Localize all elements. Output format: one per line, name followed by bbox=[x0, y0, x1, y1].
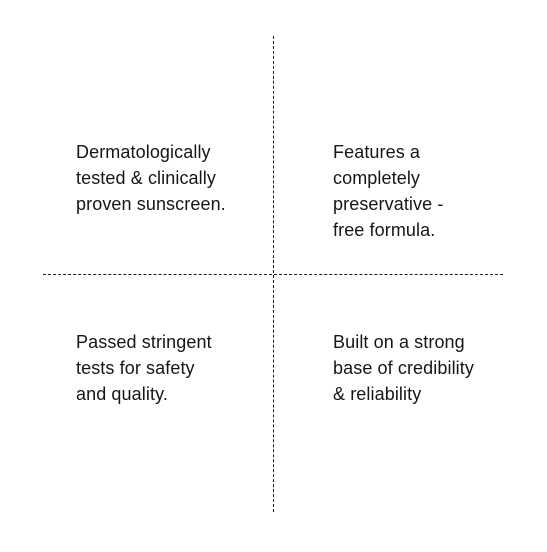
feature-text-line: Built on a strong bbox=[333, 332, 465, 352]
feature-text-line: preservative - bbox=[333, 194, 444, 214]
feature-dermatologically-tested: Dermatologically tested & clinically pro… bbox=[76, 139, 226, 217]
feature-text-line: and quality. bbox=[76, 384, 168, 404]
feature-text-line: tested & clinically bbox=[76, 168, 216, 188]
feature-preservative-free: Features a completely preservative - fre… bbox=[333, 139, 443, 243]
feature-stringent-tests: Passed stringent tests for safety and qu… bbox=[76, 329, 212, 407]
feature-credibility: Built on a strong base of credibility & … bbox=[333, 329, 474, 407]
feature-text-line: proven sunscreen. bbox=[76, 194, 226, 214]
feature-text-line: Dermatologically bbox=[76, 142, 211, 162]
feature-text-line: & reliability bbox=[333, 384, 422, 404]
horizontal-dashed-divider bbox=[43, 274, 503, 275]
feature-text-line: base of credibility bbox=[333, 358, 474, 378]
feature-text-line: free formula. bbox=[333, 220, 436, 240]
feature-text-line: Features a bbox=[333, 142, 421, 162]
feature-text-line: tests for safety bbox=[76, 358, 195, 378]
feature-text-line: Passed stringent bbox=[76, 332, 212, 352]
feature-text-line: completely bbox=[333, 168, 421, 188]
